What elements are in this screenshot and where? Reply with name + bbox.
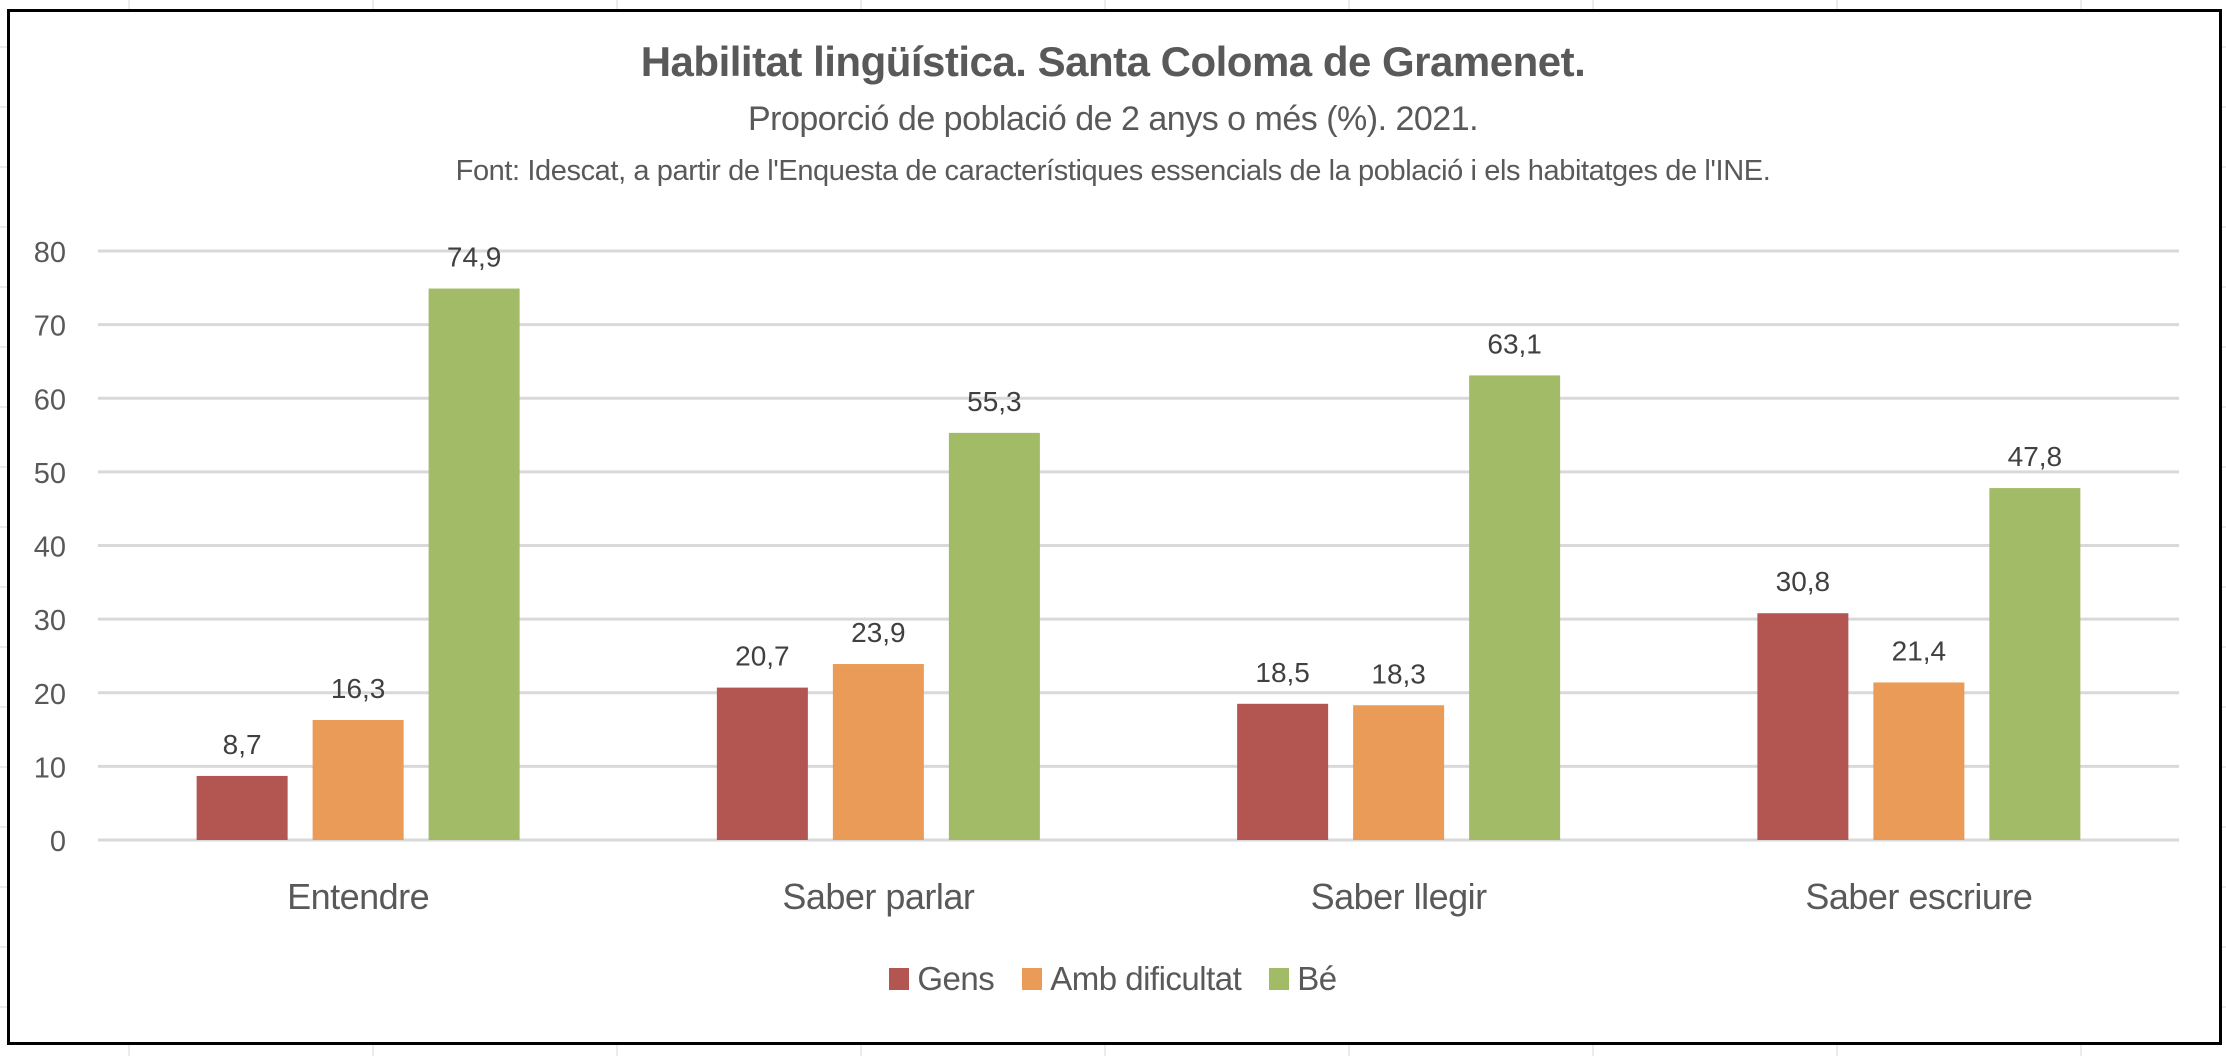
legend-item-be: Bé: [1269, 960, 1337, 998]
legend-label-amb-dificultat: Amb dificultat: [1050, 960, 1242, 997]
bar-gens-saber-llegir[interactable]: [1237, 703, 1329, 840]
data-label: 74,9: [447, 242, 502, 273]
bar-amb-dificultat-saber-parlar[interactable]: [832, 664, 924, 840]
y-tick-label: 40: [34, 532, 66, 564]
bar-amb-dificultat-saber-escriure[interactable]: [1873, 682, 1965, 840]
data-label: 21,4: [1892, 635, 1947, 666]
data-label: 20,7: [735, 641, 790, 672]
data-label: 16,3: [331, 673, 386, 704]
y-tick-label: 20: [34, 679, 66, 711]
y-tick-label: 50: [34, 458, 66, 490]
y-tick-label: 80: [34, 237, 66, 269]
data-label: 30,8: [1776, 566, 1831, 597]
chart-subtitle: Proporció de població de 2 anys o més (%…: [747, 100, 1479, 138]
chart-title: Habilitat lingüística. Santa Coloma de G…: [640, 38, 1586, 85]
legend-item-amb-dificultat: Amb dificultat: [1022, 960, 1242, 998]
data-label: 63,1: [1487, 328, 1542, 359]
x-category-label: Saber escriure: [1805, 876, 2032, 917]
bar-gens-saber-escriure[interactable]: [1757, 613, 1849, 840]
legend: Gens Amb dificultat Bé: [0, 960, 2226, 998]
legend-swatch-be: [1269, 968, 1290, 990]
legend-label-gens: Gens: [917, 960, 995, 997]
y-tick-label: 30: [34, 605, 66, 637]
bar-bé-saber-parlar[interactable]: [948, 432, 1040, 840]
data-label: 18,5: [1255, 657, 1310, 688]
bar-gens-saber-parlar[interactable]: [716, 687, 808, 840]
data-label: 23,9: [851, 617, 906, 648]
legend-item-gens: Gens: [889, 960, 995, 998]
data-label: 8,7: [223, 729, 262, 760]
data-label: 55,3: [967, 386, 1022, 417]
y-tick-label: 70: [34, 311, 66, 343]
legend-label-be: Bé: [1297, 960, 1337, 997]
legend-swatch-gens: [889, 968, 910, 990]
legend-swatch-amb-dificultat: [1022, 968, 1043, 990]
y-tick-label: 0: [50, 826, 66, 858]
data-label: 47,8: [2008, 441, 2063, 472]
x-category-label: Saber llegir: [1311, 876, 1488, 917]
y-tick-label: 10: [34, 752, 66, 784]
bar-amb-dificultat-entendre[interactable]: [312, 719, 404, 840]
bar-gens-entendre[interactable]: [196, 775, 288, 840]
x-category-label: Entendre: [287, 876, 429, 917]
data-label: 18,3: [1371, 658, 1426, 689]
bar-bé-saber-llegir[interactable]: [1469, 375, 1561, 840]
bar-bé-saber-escriure[interactable]: [1989, 488, 2081, 840]
y-tick-label: 60: [34, 384, 66, 416]
chart-source: Font: Idescat, a partir de l'Enquesta de…: [455, 155, 1771, 187]
x-category-label: Saber parlar: [782, 876, 975, 917]
bar-amb-dificultat-saber-llegir[interactable]: [1353, 705, 1445, 840]
chart-frame[interactable]: [7, 9, 2222, 1045]
bar-bé-entendre[interactable]: [428, 288, 520, 841]
